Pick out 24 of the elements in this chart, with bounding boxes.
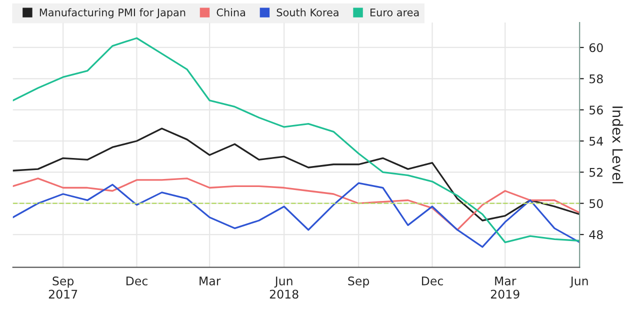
y-tick-label: 60 — [589, 43, 603, 52]
line-series — [12, 182, 580, 248]
line-series — [12, 178, 580, 231]
x-tick-label: Sep — [348, 276, 370, 288]
legend-label: Euro area — [370, 8, 419, 16]
line-series — [12, 37, 580, 244]
x-tick-label: Dec — [422, 276, 443, 286]
y-tick-label: 50 — [590, 199, 603, 208]
legend-label: China — [216, 8, 246, 16]
x-tick-label: Sep 2017 — [48, 276, 78, 299]
y-tick-label: 56 — [590, 106, 603, 114]
y-axis-title: Index Level — [612, 106, 624, 184]
legend-label: South Korea — [276, 8, 338, 16]
legend-label: Manufacturing PMI for Japan — [40, 8, 186, 18]
x-tick-label: Dec — [126, 276, 148, 286]
y-tick-label: 58 — [590, 74, 603, 84]
x-tick-label: Mar — [200, 276, 221, 286]
x-tick-label: Jun 2018 — [270, 276, 298, 299]
x-tick-label: Jun — [570, 276, 588, 288]
y-tick-label: 52 — [590, 168, 602, 177]
line-series — [12, 128, 580, 222]
y-tick-label: 48 — [589, 230, 603, 240]
x-tick-label: Mar 2019 — [490, 276, 520, 299]
y-tick-label: 54 — [590, 136, 603, 146]
